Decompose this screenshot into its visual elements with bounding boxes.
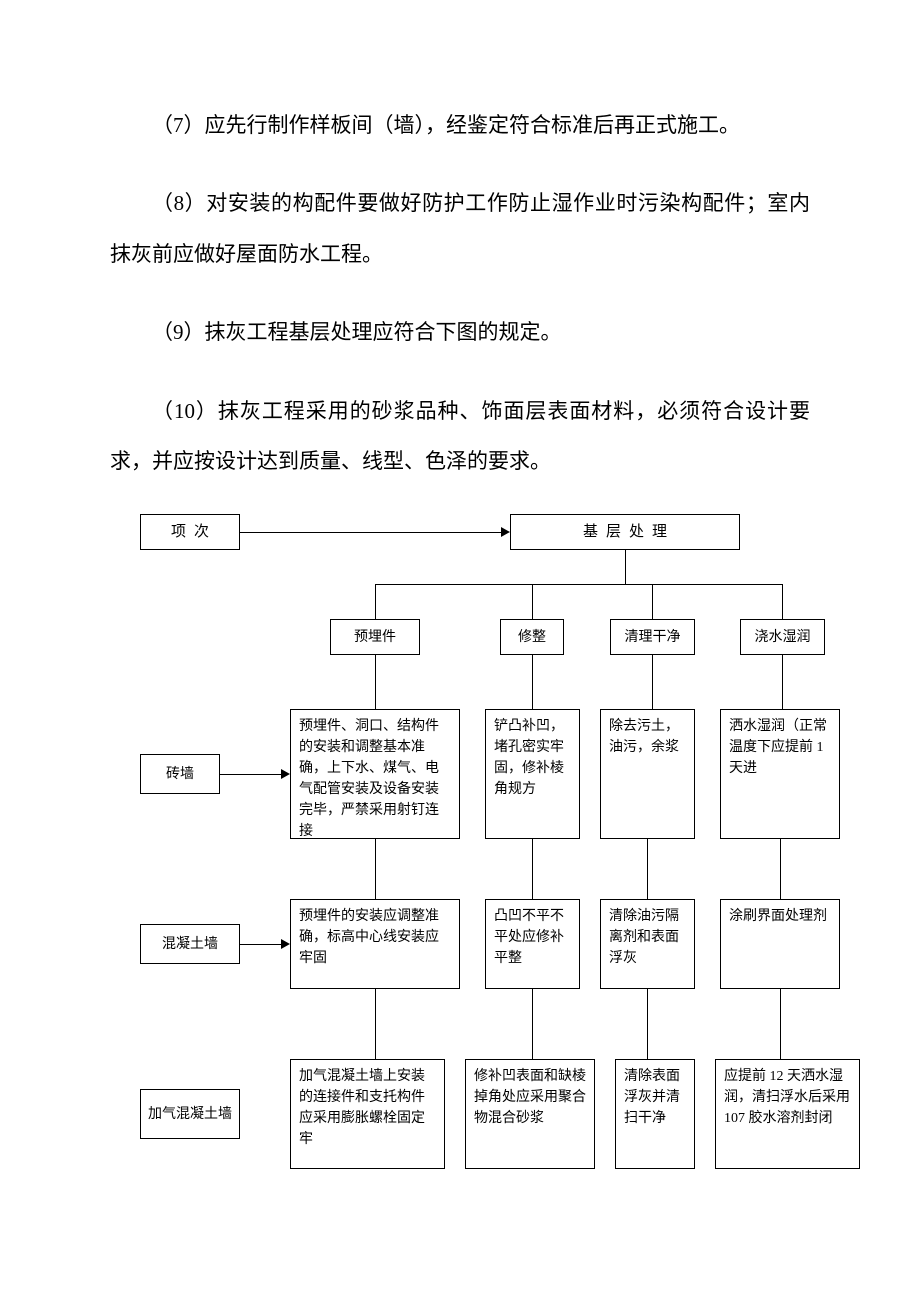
category-clean-box: 清理干净 [610,619,695,655]
paragraph-7: （7）应先行制作样板间（墙），经鉴定符合标准后再正式施工。 [110,100,810,150]
connector-line [532,655,533,709]
connector-line [532,839,533,899]
cell-brick-wet-text: 洒水湿润（正常温度下应提前 1 天进 [729,716,831,779]
connector-line [652,655,653,709]
connector-line [625,550,626,584]
connector-line [375,584,783,585]
cell-concrete-embed: 预埋件的安装应调整准确，标高中心线安装应牢固 [290,899,460,989]
cell-brick-embed-text: 预埋件、洞口、结构件的安装和调整基本准确，上下水、煤气、电气配管安装及设备安装完… [299,716,451,842]
cell-brick-wet: 洒水湿润（正常温度下应提前 1 天进 [720,709,840,839]
category-wet-box: 浇水湿润 [740,619,825,655]
row-aerated-label-box: 加气混凝土墙 [140,1089,240,1139]
connector-line [220,774,281,775]
connector-line [647,839,648,899]
connector-line [780,839,781,899]
category-embed-box: 预埋件 [330,619,420,655]
document-page: （7）应先行制作样板间（墙），经鉴定符合标准后再正式施工。 （8）对安装的构配件… [0,0,920,1302]
cell-concrete-clean: 清除油污隔离剂和表面浮灰 [600,899,695,989]
connector-line [375,584,376,619]
paragraph-8: （8）对安装的构配件要做好防护工作防止湿作业时污染构配件；室内抹灰前应做好屋面防… [110,178,810,279]
cell-concrete-embed-text: 预埋件的安装应调整准确，标高中心线安装应牢固 [299,906,451,969]
connector-line [532,989,533,1059]
row-concrete-label-box: 混凝土墙 [140,924,240,964]
connector-line [532,584,533,619]
cell-aerated-repair: 修补凹表面和缺棱掉角处应采用聚合物混合砂浆 [465,1059,595,1169]
row-brick-label-box: 砖墙 [140,754,220,794]
cell-brick-repair-text: 铲凸补凹，堵孔密实牢固，修补棱角规方 [494,716,571,800]
cell-aerated-wet: 应提前 12 天洒水湿润，清扫浮水后采用 107 胶水溶剂封闭 [715,1059,860,1169]
arrow-icon [281,939,290,949]
connector-line [647,989,648,1059]
header-item-text: 项次 [171,521,217,544]
cell-concrete-wet: 涂刷界面处理剂 [720,899,840,989]
header-item-box: 项次 [140,514,240,550]
cell-aerated-clean: 清除表面浮灰并清扫干净 [615,1059,695,1169]
connector-line [375,989,376,1059]
header-base-treatment-box: 基层处理 [510,514,740,550]
connector-line [652,584,653,619]
arrow-icon [501,527,510,537]
row-concrete-label-text: 混凝土墙 [162,934,218,955]
arrow-icon [281,769,290,779]
cell-concrete-repair: 凸凹不平不平处应修补平整 [485,899,580,989]
connector-line [240,532,501,533]
cell-brick-repair: 铲凸补凹，堵孔密实牢固，修补棱角规方 [485,709,580,839]
cell-aerated-embed: 加气混凝土墙上安装的连接件和支托构件应采用膨胀螺栓固定牢 [290,1059,445,1169]
connector-line [375,655,376,709]
header-base-treatment-text: 基层处理 [583,521,675,544]
paragraph-10: （10）抹灰工程采用的砂浆品种、饰面层表面材料，必须符合设计要求，并应按设计达到… [110,386,810,487]
cell-aerated-embed-text: 加气混凝土墙上安装的连接件和支托构件应采用膨胀螺栓固定牢 [299,1066,436,1150]
flowchart-diagram: 项次 基层处理 预埋件 修整 清理干净 浇水湿润 [140,514,860,1234]
row-brick-label-text: 砖墙 [166,764,194,785]
connector-line [780,989,781,1059]
cell-aerated-repair-text: 修补凹表面和缺棱掉角处应采用聚合物混合砂浆 [474,1066,586,1129]
cell-concrete-wet-text: 涂刷界面处理剂 [729,906,827,927]
category-repair-box: 修整 [500,619,564,655]
row-aerated-label-text: 加气混凝土墙 [148,1104,232,1125]
cell-brick-embed: 预埋件、洞口、结构件的安装和调整基本准确，上下水、煤气、电气配管安装及设备安装完… [290,709,460,839]
cell-aerated-wet-text: 应提前 12 天洒水湿润，清扫浮水后采用 107 胶水溶剂封闭 [724,1066,851,1129]
connector-line [782,655,783,709]
category-wet-text: 浇水湿润 [755,627,811,648]
paragraph-9: （9）抹灰工程基层处理应符合下图的规定。 [110,307,810,357]
connector-line [782,584,783,619]
cell-brick-clean: 除去污土，油污，余浆 [600,709,695,839]
category-embed-text: 预埋件 [354,627,396,648]
connector-line [240,944,281,945]
connector-line [375,839,376,899]
cell-brick-clean-text: 除去污土，油污，余浆 [609,716,686,758]
category-repair-text: 修整 [518,627,546,648]
cell-aerated-clean-text: 清除表面浮灰并清扫干净 [624,1066,686,1129]
cell-concrete-repair-text: 凸凹不平不平处应修补平整 [494,906,571,969]
cell-concrete-clean-text: 清除油污隔离剂和表面浮灰 [609,906,686,969]
category-clean-text: 清理干净 [625,627,681,648]
